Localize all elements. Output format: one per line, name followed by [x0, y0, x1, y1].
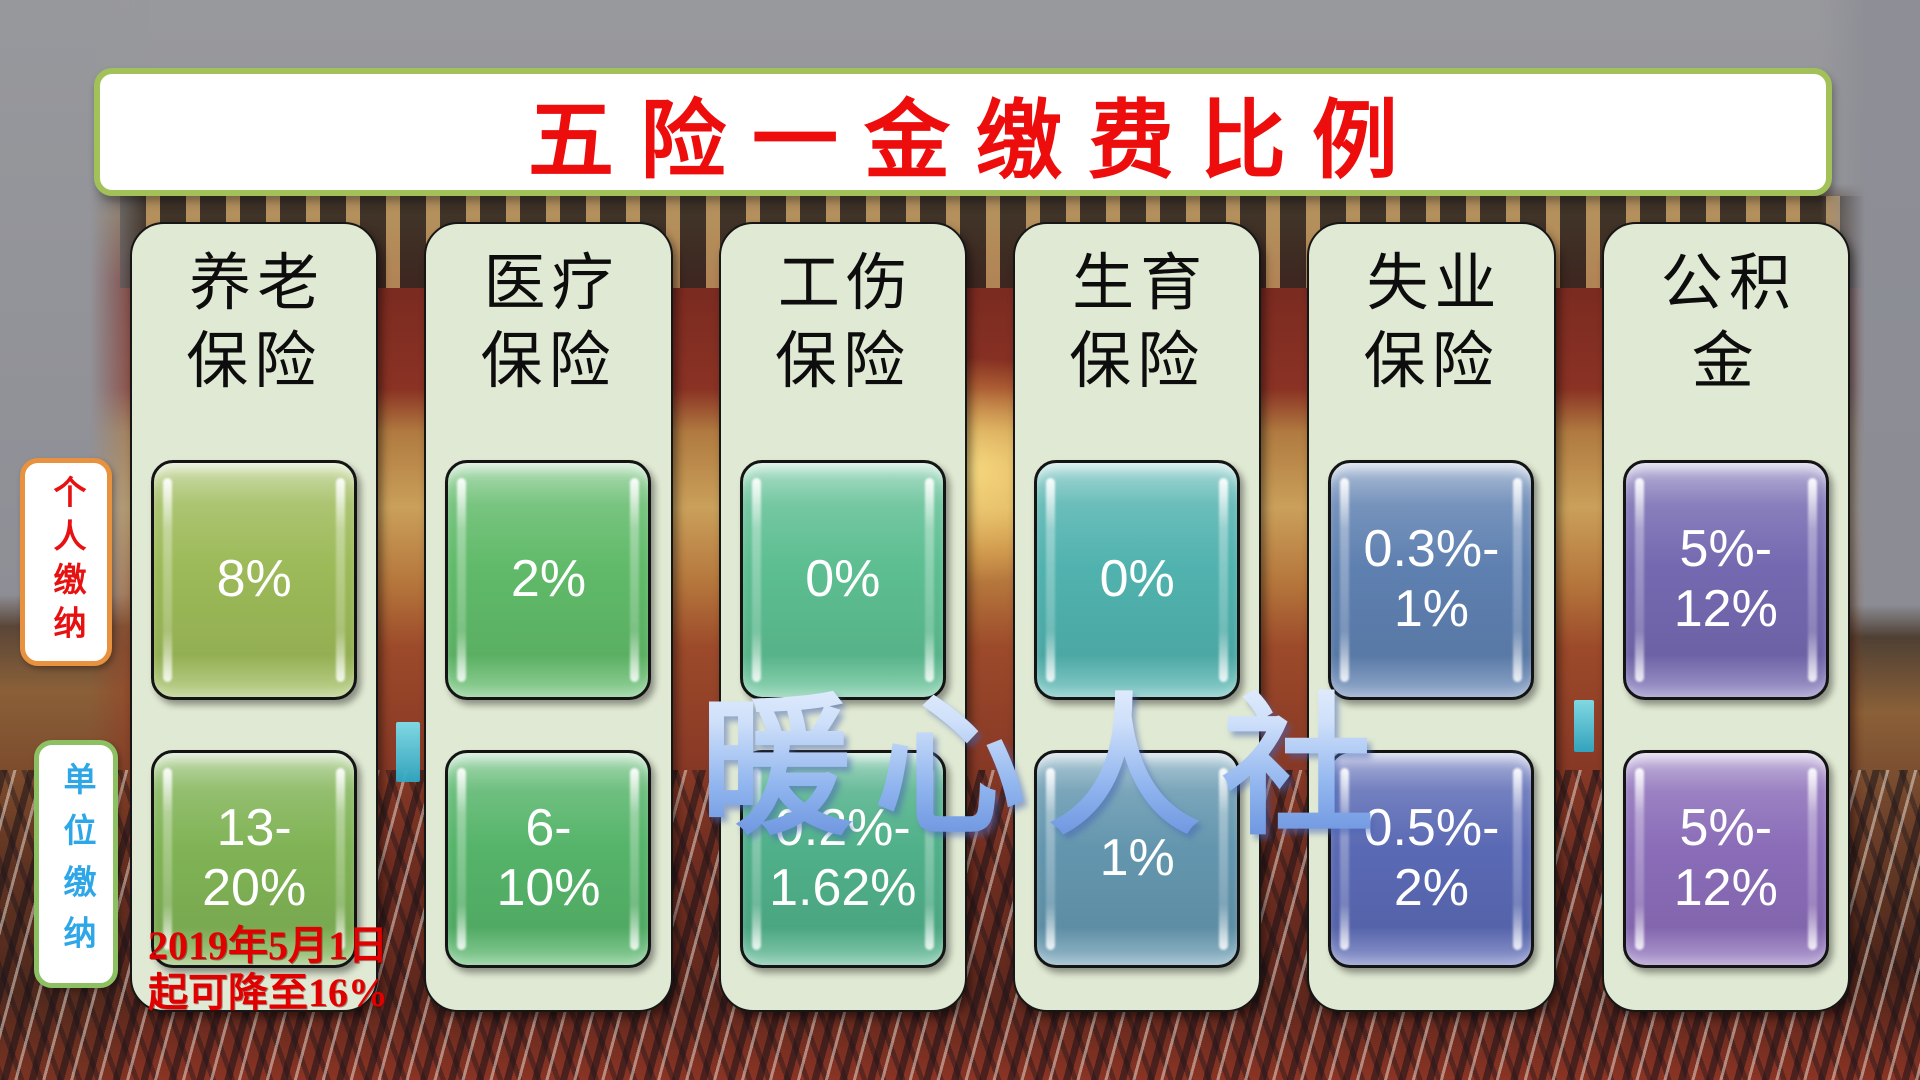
personal-rate-value: 2%: [510, 550, 587, 609]
row-label-employer-text: 单位缴纳: [58, 761, 94, 967]
personal-rate-value: 0.3%- 1%: [1363, 520, 1500, 638]
personal-rate-value: 0%: [1099, 550, 1175, 609]
insurance-columns-container: 养老 保险 8% 13- 20% 医疗 保险 2% 6- 10% 工伤 保险 0…: [130, 222, 1850, 1012]
personal-rate-value: 8%: [216, 550, 292, 609]
watermark-text: 暖心人社: [700, 644, 1396, 864]
employer-rate-value: 1%: [1100, 829, 1175, 889]
personal-rate-box: 0%: [739, 460, 946, 700]
title-banner: 五险一金缴费比例: [94, 68, 1832, 196]
column-header: 医疗 保险: [480, 250, 620, 396]
insurance-column: 工伤 保险 0% 0.2%- 1.62%: [718, 222, 967, 1012]
personal-rate-box: 5%- 12%: [1622, 460, 1829, 700]
row-label-personal-text: 个人缴纳: [48, 474, 84, 650]
insurance-column: 医疗 保险 2% 6- 10%: [424, 222, 673, 1012]
insurance-column: 失业 保险 0.3%- 1% 0.5%- 2%: [1307, 222, 1556, 1012]
column-header: 养老 保险: [186, 250, 326, 396]
employer-rate-box: 5%- 12%: [1622, 750, 1829, 968]
column-header: 工伤 保险: [774, 250, 914, 396]
personal-rate-box: 2%: [445, 460, 652, 700]
employer-rate-value: 13- 20%: [202, 799, 307, 917]
personal-rate-box: 0%: [1034, 460, 1241, 700]
employer-rate-value: 0.2%- 1.62%: [769, 799, 917, 917]
employer-rate-value: 5%- 12%: [1673, 799, 1778, 917]
row-label-employer: 单位缴纳: [34, 740, 118, 988]
employer-rate-box: 1%: [1034, 750, 1241, 968]
personal-rate-box: 8%: [151, 460, 358, 700]
personal-rate-value: 5%- 12%: [1673, 520, 1778, 638]
insurance-column: 生育 保险 0% 1%: [1012, 222, 1262, 1012]
personal-rate-box: 0.3%- 1%: [1328, 460, 1535, 700]
column-header: 生育 保险: [1069, 250, 1209, 396]
employer-rate-box: 13- 20%: [151, 750, 358, 968]
employer-rate-box: 0.2%- 1.62%: [739, 750, 946, 968]
employer-rate-box: 0.5%- 2%: [1328, 750, 1535, 968]
insurance-column: 公积 金 5%- 12% 5%- 12%: [1601, 222, 1850, 1012]
column-header: 公积 金: [1660, 250, 1797, 396]
row-label-personal: 个人缴纳: [20, 458, 112, 666]
employer-rate-value: 6- 10%: [496, 799, 601, 917]
employer-rate-box: 6- 10%: [445, 750, 652, 968]
background-screen-glimpse: [396, 722, 420, 782]
employer-rate-value: 0.5%- 2%: [1363, 799, 1500, 917]
background-screen-glimpse: [1574, 700, 1594, 752]
page-title: 五险一金缴费比例: [528, 92, 1424, 189]
personal-rate-value: 0%: [805, 550, 881, 609]
pension-rate-footnote: 2019年5月1日 起可降至16%: [148, 923, 388, 1016]
column-header: 失业 保险: [1363, 250, 1503, 396]
insurance-column: 养老 保险 8% 13- 20%: [130, 222, 379, 1012]
